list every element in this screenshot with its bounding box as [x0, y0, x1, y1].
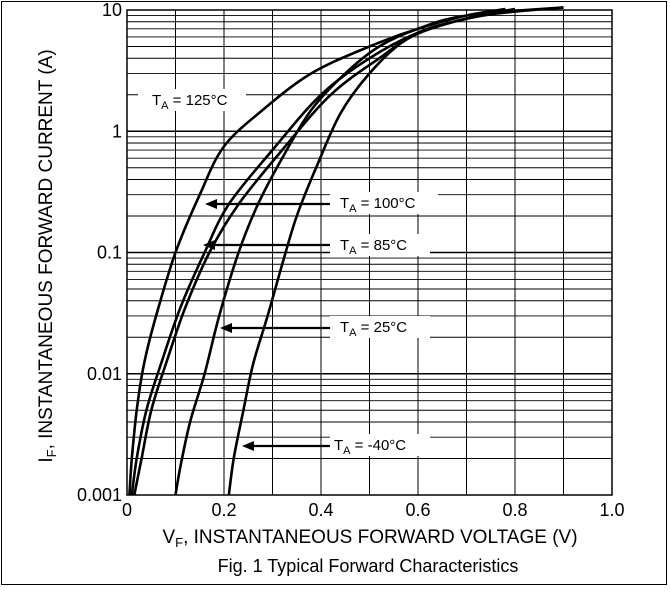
plot-border — [126, 9, 613, 496]
y-tick-label: 0.1 — [97, 243, 122, 263]
y-tick-label: 10 — [102, 0, 122, 20]
grid — [127, 10, 612, 495]
arrow-head — [242, 441, 254, 451]
x-tick-label: 0.8 — [502, 500, 527, 520]
tick-labels: 0 0.2 0.4 0.6 0.8 1.0 0.001 0.01 0.1 1 10 — [77, 0, 625, 520]
y-tick-label: 0.01 — [87, 364, 122, 384]
annotation-background — [330, 234, 430, 256]
x-tick-label: 0.6 — [405, 500, 430, 520]
annotation-label: TA = -40°C — [334, 437, 406, 457]
y-tick-label: 1 — [112, 121, 122, 141]
annotation-background — [330, 316, 430, 338]
x-tick-label: 0 — [122, 500, 132, 520]
x-axis-label: VF, INSTANTANEOUS FORWARD VOLTAGE (V) — [162, 527, 577, 550]
y-tick-label: 0.001 — [77, 485, 122, 505]
series-line — [227, 6, 564, 496]
figure-frame — [1, 1, 667, 585]
annotation-background — [330, 434, 430, 456]
annotations: TA = 125°C TA = 100°C TA = 85°C TA = 25°C TA… — [138, 89, 438, 457]
arrow-head — [203, 240, 215, 250]
annotation-label: TA = 125°C — [152, 92, 228, 112]
arrow-head — [220, 323, 232, 333]
annotation-background — [138, 89, 246, 111]
annotation-label: TA = 25°C — [340, 319, 407, 339]
annotation-label: TA = 85°C — [340, 237, 407, 257]
y-axis-label: IF, INSTANTANEOUS FORWARD CURRENT (A) — [36, 49, 59, 462]
annotation-label: TA = 100°C — [340, 195, 416, 215]
x-tick-label: 1.0 — [599, 500, 624, 520]
x-tick-label: 0.4 — [308, 500, 333, 520]
chart-title: Fig. 1 Typical Forward Characteristics — [218, 556, 519, 576]
x-tick-label: 0.2 — [211, 500, 236, 520]
series-line — [174, 6, 564, 496]
annotation-background — [330, 192, 438, 214]
arrow-head — [205, 199, 217, 209]
